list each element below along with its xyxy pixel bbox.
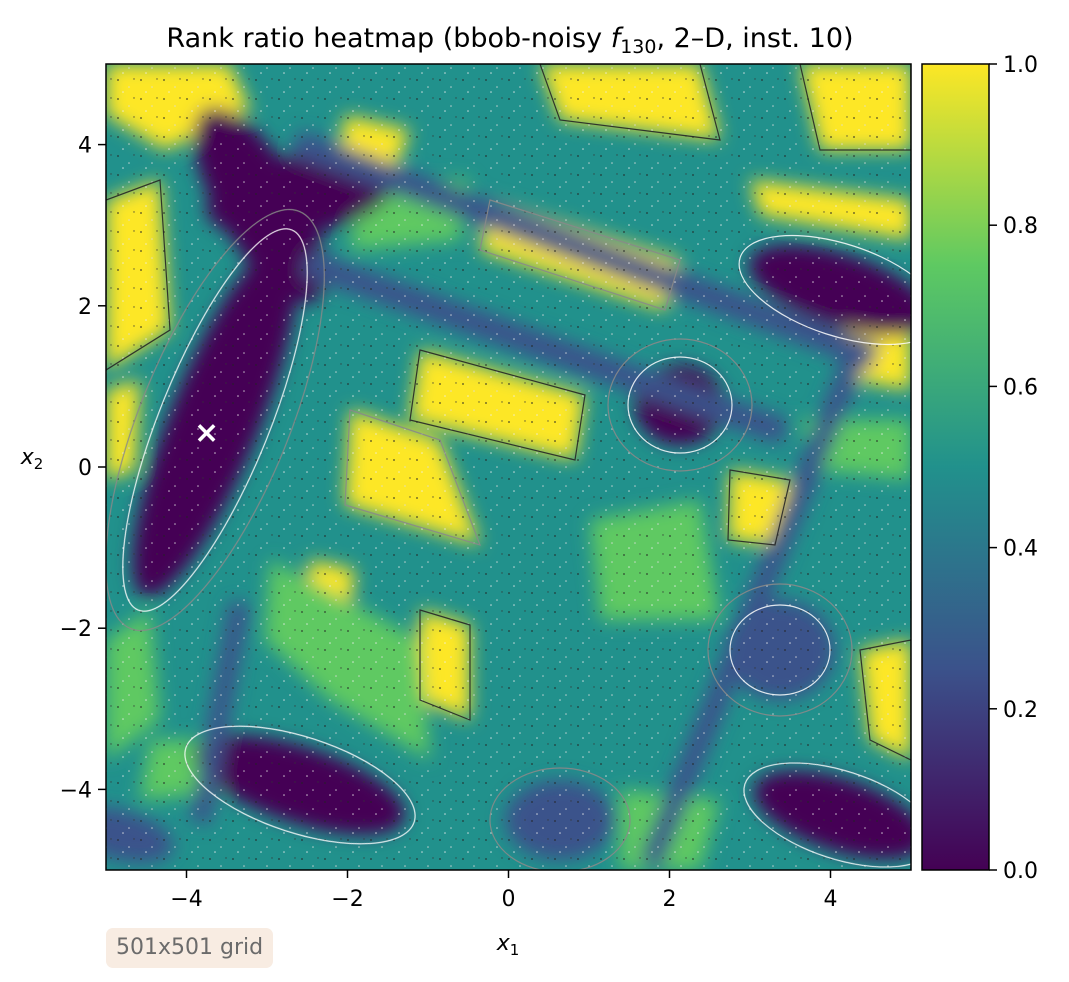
x-tick-label: 2 [663, 887, 677, 912]
heatmap-noise-overlay [106, 64, 911, 870]
y-tick-label: 0 [78, 456, 92, 481]
colorbar-ticks: 0.0 0.2 0.4 0.6 0.8 1.0 [989, 53, 1038, 884]
colorbar-tick-label: 1.0 [1003, 53, 1038, 78]
colorbar-tick-label: 0.2 [1003, 698, 1038, 723]
x-tick-label: −2 [331, 887, 363, 912]
x-axis-label: x1 [496, 931, 520, 959]
x-axis: −4 −2 0 2 4 [170, 870, 838, 912]
colorbar-tick-label: 0.8 [1003, 214, 1038, 239]
colorbar [921, 63, 990, 871]
y-tick-label: −4 [60, 778, 92, 803]
x-tick-label: 0 [502, 887, 516, 912]
colorbar-tick-label: 0.6 [1003, 375, 1038, 400]
y-tick-label: 4 [78, 134, 92, 159]
x-tick-label: 4 [824, 887, 838, 912]
best-point-marker: × [194, 416, 219, 451]
y-tick-label: 2 [78, 295, 92, 320]
y-axis: −4 −2 0 2 4 [60, 134, 106, 803]
grid-size-badge: 501x501 grid [106, 928, 274, 968]
contour-lines [106, 64, 911, 870]
y-tick-label: −2 [60, 617, 92, 642]
x-tick-label: −4 [170, 887, 202, 912]
heatmap-plot-area [106, 64, 911, 870]
colorbar-tick-label: 0.0 [1003, 859, 1038, 884]
y-axis-label: x2 [20, 445, 44, 473]
chart-title: Rank ratio heatmap (bbob-noisy f130, 2–D… [166, 23, 853, 58]
colorbar-tick-label: 0.4 [1003, 537, 1038, 562]
